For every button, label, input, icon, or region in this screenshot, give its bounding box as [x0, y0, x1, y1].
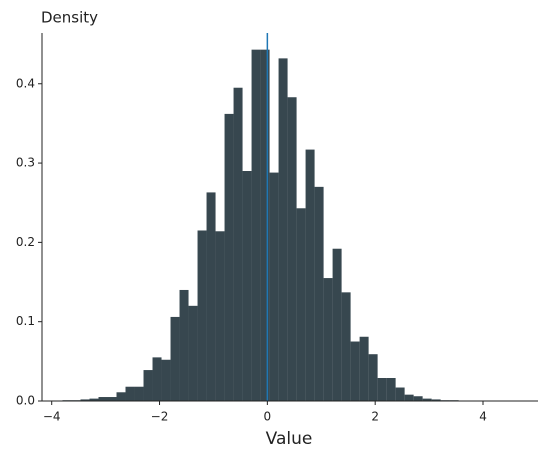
bar: [215, 231, 225, 401]
bar: [89, 398, 99, 401]
y-tick-label: 0.1: [16, 314, 35, 328]
bar: [197, 230, 207, 401]
y-axis-label: Density: [41, 9, 98, 27]
bar: [260, 49, 270, 401]
y-tick-label: 0.2: [16, 235, 35, 249]
bar: [251, 49, 261, 401]
bar: [431, 399, 441, 401]
bar: [350, 341, 360, 401]
bar: [125, 386, 135, 401]
bar: [422, 398, 432, 401]
bar: [224, 113, 234, 402]
bar: [314, 186, 324, 401]
bar: [386, 378, 396, 401]
x-tick-label: 4: [479, 410, 487, 424]
bar: [323, 278, 333, 401]
bar: [242, 171, 252, 401]
bar: [80, 399, 90, 401]
bar: [305, 149, 315, 401]
bar: [116, 392, 126, 401]
bar: [395, 387, 405, 401]
bar: [170, 316, 180, 401]
x-tick-label: 2: [371, 410, 379, 424]
bar: [134, 386, 144, 401]
bar: [341, 292, 351, 401]
bar: [413, 396, 423, 401]
bar: [368, 354, 378, 401]
bar: [404, 394, 414, 401]
bar: [152, 357, 162, 401]
x-tick-label: 0: [264, 410, 272, 424]
bar: [206, 192, 216, 401]
bar: [161, 359, 171, 401]
bar: [179, 289, 189, 401]
bar: [233, 87, 243, 402]
bar: [332, 248, 342, 401]
x-tick-label: −4: [43, 410, 61, 424]
bar: [278, 58, 288, 402]
bar: [377, 378, 387, 401]
y-tick-label: 0.3: [16, 156, 35, 170]
x-axis-label: Value: [266, 429, 313, 449]
bar: [98, 397, 108, 401]
bar: [269, 172, 279, 401]
y-tick-label: 0.4: [16, 76, 35, 90]
bar: [287, 97, 297, 401]
x-tick-label: −2: [151, 410, 169, 424]
bar: [143, 370, 153, 401]
bar: [107, 397, 117, 401]
y-tick-label: 0.0: [16, 394, 35, 408]
bar: [296, 208, 306, 401]
bar: [188, 305, 198, 401]
bar: [359, 336, 369, 401]
